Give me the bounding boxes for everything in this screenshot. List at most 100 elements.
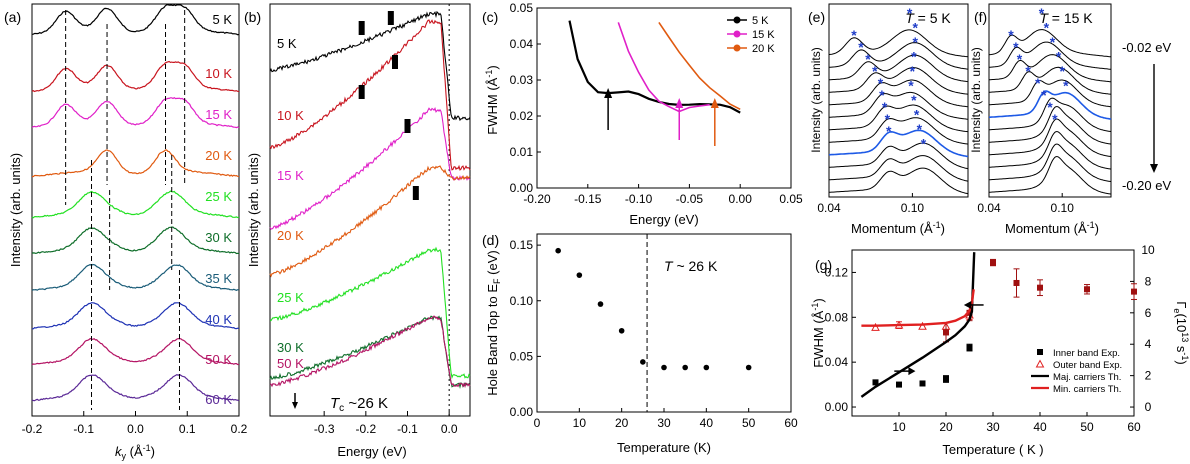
- x-tick-label: 40: [1033, 420, 1047, 434]
- x-tick-label: 30: [986, 420, 1000, 434]
- y2-tick-label: 0: [1145, 400, 1152, 414]
- peak-marker: *: [1056, 49, 1062, 65]
- series-curve: [269, 19, 471, 171]
- data-point: [966, 344, 973, 351]
- peak-marker: *: [1059, 63, 1065, 79]
- y-axis-label: FWHM (Å-1): [810, 298, 826, 367]
- series-group: **************: [988, 5, 1112, 195]
- series-label: 10 K: [277, 108, 304, 123]
- legend-marker: [733, 16, 741, 24]
- series-curve: [828, 79, 969, 108]
- peak-marker: *: [1035, 75, 1041, 91]
- data-point: [1037, 284, 1043, 291]
- x-axis-label: Momentum (Å-1): [1005, 220, 1099, 236]
- x-tick-label: 10: [892, 420, 906, 434]
- y-tick-label: 0.15: [510, 238, 534, 252]
- legend: 5 K 15 K 20 K: [727, 15, 775, 55]
- legend-label: Outer band Exp.: [1053, 360, 1122, 371]
- series-group: 5 K 10 K 15 K 20 K 25 K 30 K 35 K 40 K 50 K 60 K: [31, 4, 240, 410]
- peak-marker: *: [907, 5, 913, 21]
- x-tick-label: 50: [742, 416, 756, 430]
- peak-marker: *: [1050, 34, 1056, 50]
- series-curve: [568, 20, 741, 114]
- peak-marker: *: [1052, 111, 1058, 127]
- x-tick-label: 0.04: [977, 201, 1001, 215]
- band-top-marker: [358, 85, 365, 99]
- peak-marker: *: [865, 51, 871, 67]
- x-axis-ticks: 0.04 0.10: [977, 193, 1074, 215]
- y-tick-label: 0.05: [510, 349, 534, 363]
- x-tick-label: -0.3: [314, 422, 335, 436]
- y2-tick-label: 8: [1145, 274, 1152, 288]
- series-curve: [31, 60, 240, 93]
- series-curve: [828, 104, 969, 133]
- series-label: 15 K: [205, 107, 232, 122]
- x-tick-label: -0.2: [355, 422, 376, 436]
- legend-marker: [1037, 349, 1043, 355]
- series-label: 25 K: [205, 189, 232, 204]
- data-point: [896, 381, 902, 388]
- data-point: [703, 364, 710, 371]
- y-tick-label: 0.10: [510, 294, 534, 308]
- data-point: [640, 359, 646, 365]
- series-label: 40 K: [205, 312, 232, 327]
- x-tick-label: 20: [615, 416, 629, 430]
- series-curve: [828, 142, 969, 170]
- series-curve: [988, 54, 1112, 83]
- x-tick-label: 20: [939, 420, 953, 434]
- data-point: [576, 272, 583, 278]
- x-tick-label: 0.10: [901, 201, 925, 215]
- x-tick-label: -0.15: [574, 192, 602, 206]
- series-curve: [31, 226, 240, 255]
- axis-ticks: 10 20 30 40 50 60 0.00 0.04 0.08 0.12 0 2 4 6 8 10: [825, 243, 1155, 434]
- y-tick-label: 0.08: [825, 310, 849, 324]
- band-top-marker: [387, 11, 394, 25]
- tc-annotation: Tc ~26 K: [330, 395, 388, 414]
- arrow-head-icon: [292, 402, 298, 409]
- data-point: [682, 364, 688, 371]
- x-tick-label: 0.00: [729, 192, 753, 206]
- highlighted-curve: [988, 90, 1112, 120]
- y-axis-label: Hole Band Top to EF (eV): [485, 250, 502, 395]
- axis-arrow-head-icon: [908, 367, 916, 376]
- data-point: [1131, 288, 1137, 295]
- data-point: [943, 375, 949, 382]
- data-point: [966, 309, 973, 316]
- legend-label: 5 K: [752, 15, 769, 27]
- axis-ticks: -0.20 -0.15 -0.10 -0.05 0.00 0.05 0.00 0.01 0.02…: [510, 1, 803, 206]
- band-top-marker: [412, 186, 419, 200]
- series-curve: [828, 42, 969, 70]
- series-label: 30 K: [277, 340, 304, 355]
- series-curve: [828, 91, 969, 120]
- legend-label: Min. carriers Th.: [1053, 384, 1121, 395]
- arrow-head-icon: [710, 98, 719, 108]
- data-point: [1084, 286, 1090, 293]
- series-curve: [988, 118, 1112, 158]
- data-point: [990, 259, 996, 266]
- x-tick-label: -0.2: [22, 422, 43, 436]
- series-label: 25 K: [277, 290, 304, 305]
- series-group: *******************: [828, 5, 969, 195]
- series-curve: [988, 97, 1112, 133]
- peak-marker: *: [1044, 20, 1050, 36]
- panel-label: (a): [4, 9, 21, 25]
- x-axis-ticks: -0.2 -0.1 0.0 0.1 0.2: [22, 411, 248, 436]
- band-top-marker: [404, 119, 411, 133]
- y2-tick-label: 10: [1141, 243, 1155, 257]
- series-curve: [828, 117, 969, 145]
- energy-top-label: -0.02 eV: [1122, 40, 1171, 55]
- y-tick-label: 0.02: [510, 109, 534, 123]
- x-tick-label: -0.10: [625, 192, 653, 206]
- data-point: [871, 322, 880, 331]
- arrow-head-icon: [604, 88, 613, 98]
- data-point: [943, 329, 949, 336]
- peak-marker: *: [1008, 27, 1014, 43]
- legend-marker: [733, 44, 741, 52]
- series-curve: [32, 149, 240, 178]
- legend-label: 20 K: [752, 43, 775, 55]
- peak-marker: *: [886, 123, 892, 139]
- series-curve: [31, 96, 240, 129]
- x-tick-label: 50: [1080, 420, 1094, 434]
- y-axis-label: FWHM (Å-1): [484, 65, 500, 134]
